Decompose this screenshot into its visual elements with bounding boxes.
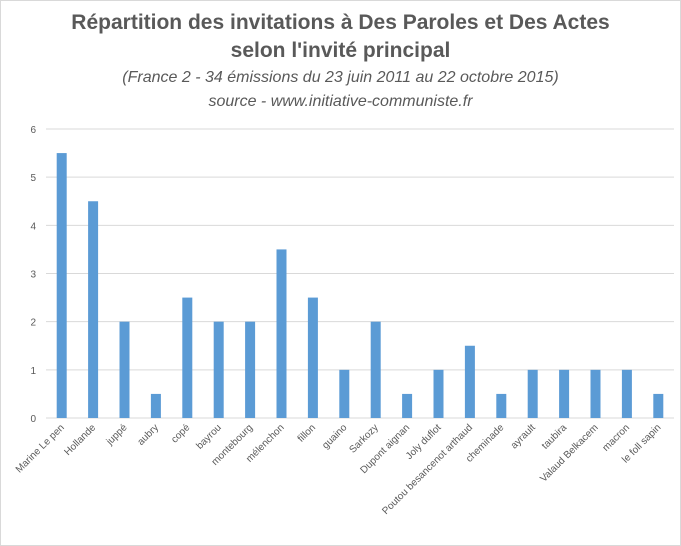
bar [590,369,601,418]
bar [245,321,256,418]
y-axis-ticks: 0 1 2 3 4 5 6 [30,125,36,425]
bar [307,297,318,418]
bar [402,393,413,418]
bar [653,393,664,418]
bar [464,345,475,418]
bar [339,369,350,418]
gridlines [46,128,674,419]
bar [276,249,287,418]
chart-source: source - www.initiative-communiste.fr [208,93,473,110]
bar [496,393,507,418]
x-tick-label: guaino [320,422,349,451]
bar [621,369,632,418]
bar [56,153,67,419]
y-tick-label: 5 [30,173,36,184]
x-tick-label: Hollande [63,422,99,458]
chart-subtitle: (France 2 - 34 émissions du 23 juin 2011… [122,69,559,86]
bar [213,321,224,418]
x-tick-label: Valaud Belkacem [538,422,600,484]
x-tick-label: bayrou [194,422,223,451]
x-tick-label: aubry [136,422,161,447]
bar [119,321,130,418]
x-tick-label: fillon [296,422,318,444]
bar [88,201,99,418]
bars [56,153,664,419]
y-tick-label: 2 [30,318,36,329]
x-tick-label: copé [169,422,192,445]
bar [182,297,193,418]
bar [370,321,381,418]
chart-title-line2: selon l'invité principal [230,39,451,62]
x-tick-label: taubira [540,422,570,452]
bar [559,369,570,418]
y-tick-label: 3 [30,270,36,281]
x-tick-label: macron [601,422,632,453]
y-tick-label: 1 [30,366,36,377]
x-tick-label: ayrault [509,422,538,451]
bar [150,393,161,418]
x-tick-label: juppé [104,422,130,448]
x-tick-label: Marine Le pen [14,422,67,475]
y-tick-label: 4 [30,221,36,232]
chart-title: Répartition des invitations à Des Parole… [71,11,610,34]
bar [433,369,444,418]
y-tick-label: 6 [30,125,36,136]
bar [527,369,538,418]
y-tick-label: 0 [30,414,36,425]
